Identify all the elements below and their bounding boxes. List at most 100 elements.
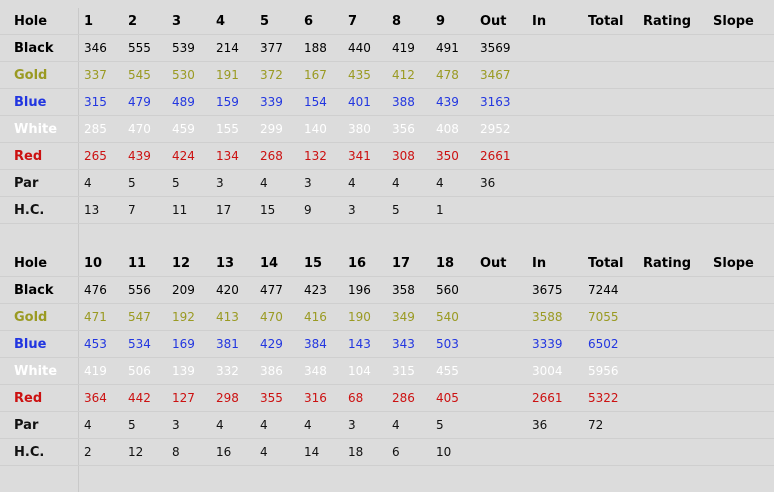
yardage-cell: 4 <box>436 176 444 190</box>
column-header: Slope <box>713 256 754 271</box>
yardage-cell: 196 <box>348 283 371 297</box>
column-header: 2 <box>128 14 138 29</box>
yardage-cell: 9 <box>304 203 312 217</box>
yardage-cell: 17 <box>216 203 232 217</box>
yardage-cell: 545 <box>128 68 151 82</box>
yardage-cell: 346 <box>84 41 107 55</box>
yardage-cell: 167 <box>304 68 327 82</box>
column-header: Total <box>588 256 624 271</box>
yardage-cell: 380 <box>348 122 371 136</box>
yardage-cell: 416 <box>304 310 327 324</box>
column-header: 1 <box>84 14 94 29</box>
yardage-cell: 424 <box>172 149 195 163</box>
column-header: 7 <box>348 14 358 29</box>
yardage-cell: 12 <box>128 445 144 459</box>
yardage-cell: 381 <box>216 337 239 351</box>
yardage-cell: 298 <box>216 391 239 405</box>
yardage-cell: 127 <box>172 391 195 405</box>
tee-row-blue: Blue 453 534 169 381 429 384 143 343 503 3339 6502 <box>0 331 774 358</box>
yardage-cell: 155 <box>216 122 239 136</box>
yardage-cell: 209 <box>172 283 195 297</box>
yardage-cell: 316 <box>304 391 327 405</box>
yardage-cell: 408 <box>436 122 459 136</box>
yardage-cell: 491 <box>436 41 459 55</box>
column-header: Rating <box>643 14 692 29</box>
yardage-cell: 286 <box>392 391 415 405</box>
yardage-cell: 476 <box>84 283 107 297</box>
yardage-cell: 412 <box>392 68 415 82</box>
yardage-cell: 4 <box>348 176 356 190</box>
yardage-cell: 455 <box>436 364 459 378</box>
column-header: 10 <box>84 256 103 271</box>
column-header: 12 <box>172 256 191 271</box>
yardage-cell: 15 <box>260 203 276 217</box>
yardage-cell: 285 <box>84 122 107 136</box>
yardage-cell: 3467 <box>480 68 511 82</box>
yardage-cell: 386 <box>260 364 283 378</box>
yardage-cell: 440 <box>348 41 371 55</box>
yardage-cell: 489 <box>172 95 195 109</box>
yardage-cell: 3004 <box>532 364 563 378</box>
yardage-cell: 560 <box>436 283 459 297</box>
yardage-cell: 154 <box>304 95 327 109</box>
yardage-cell: 2661 <box>480 149 511 163</box>
yardage-cell: 3 <box>348 418 356 432</box>
column-header: 8 <box>392 14 402 29</box>
yardage-cell: 5 <box>172 176 180 190</box>
yardage-cell: 355 <box>260 391 283 405</box>
row-label: Par <box>14 176 39 191</box>
yardage-cell: 72 <box>588 418 604 432</box>
yardage-cell: 530 <box>172 68 195 82</box>
yardage-cell: 470 <box>260 310 283 324</box>
yardage-cell: 140 <box>304 122 327 136</box>
tee-row-black: Black 346 555 539 214 377 188 440 419 491 3569 <box>0 35 774 62</box>
row-label: Blue <box>14 337 47 352</box>
column-header: Rating <box>643 256 692 271</box>
yardage-cell: 5 <box>128 176 136 190</box>
yardage-cell: 3569 <box>480 41 511 55</box>
yardage-cell: 349 <box>392 310 415 324</box>
yardage-cell: 3675 <box>532 283 563 297</box>
yardage-cell: 36 <box>532 418 548 432</box>
yardage-cell: 388 <box>392 95 415 109</box>
yardage-cell: 214 <box>216 41 239 55</box>
yardage-cell: 143 <box>348 337 371 351</box>
yardage-cell: 4 <box>260 445 268 459</box>
yardage-cell: 192 <box>172 310 195 324</box>
yardage-cell: 439 <box>436 95 459 109</box>
yardage-cell: 5 <box>392 203 400 217</box>
yardage-cell: 3339 <box>532 337 563 351</box>
row-label: White <box>14 122 58 137</box>
yardage-cell: 547 <box>128 310 151 324</box>
yardage-cell: 6 <box>392 445 400 459</box>
tee-row-blue: Blue 315 479 489 159 339 154 401 388 439 3163 <box>0 89 774 116</box>
yardage-cell: 3588 <box>532 310 563 324</box>
header-row: Hole 1 2 3 4 5 6 7 8 9 Out In Total Rating Slope <box>0 8 774 35</box>
yardage-cell: 18 <box>348 445 364 459</box>
yardage-cell: 3 <box>304 176 312 190</box>
yardage-cell: 479 <box>128 95 151 109</box>
yardage-cell: 459 <box>172 122 195 136</box>
yardage-cell: 3163 <box>480 95 511 109</box>
yardage-cell: 4 <box>216 418 224 432</box>
yardage-cell: 191 <box>216 68 239 82</box>
yardage-cell: 356 <box>392 122 415 136</box>
yardage-cell: 4 <box>260 176 268 190</box>
column-header: 11 <box>128 256 147 271</box>
yardage-cell: 10 <box>436 445 452 459</box>
tee-row-white: White 419 506 139 332 386 348 104 315 455 3004 5956 <box>0 358 774 385</box>
yardage-cell: 5 <box>128 418 136 432</box>
yardage-cell: 420 <box>216 283 239 297</box>
yardage-cell: 4 <box>304 418 312 432</box>
tee-row-white: White 285 470 459 155 299 140 380 356 408 2952 <box>0 116 774 143</box>
column-header: 9 <box>436 14 446 29</box>
yardage-cell: 315 <box>84 95 107 109</box>
row-label: Gold <box>14 310 48 325</box>
yardage-cell: 348 <box>304 364 327 378</box>
yardage-cell: 159 <box>216 95 239 109</box>
yardage-cell: 13 <box>84 203 100 217</box>
yardage-cell: 11 <box>172 203 188 217</box>
yardage-cell: 3 <box>348 203 356 217</box>
yardage-cell: 358 <box>392 283 415 297</box>
yardage-cell: 4 <box>392 418 400 432</box>
